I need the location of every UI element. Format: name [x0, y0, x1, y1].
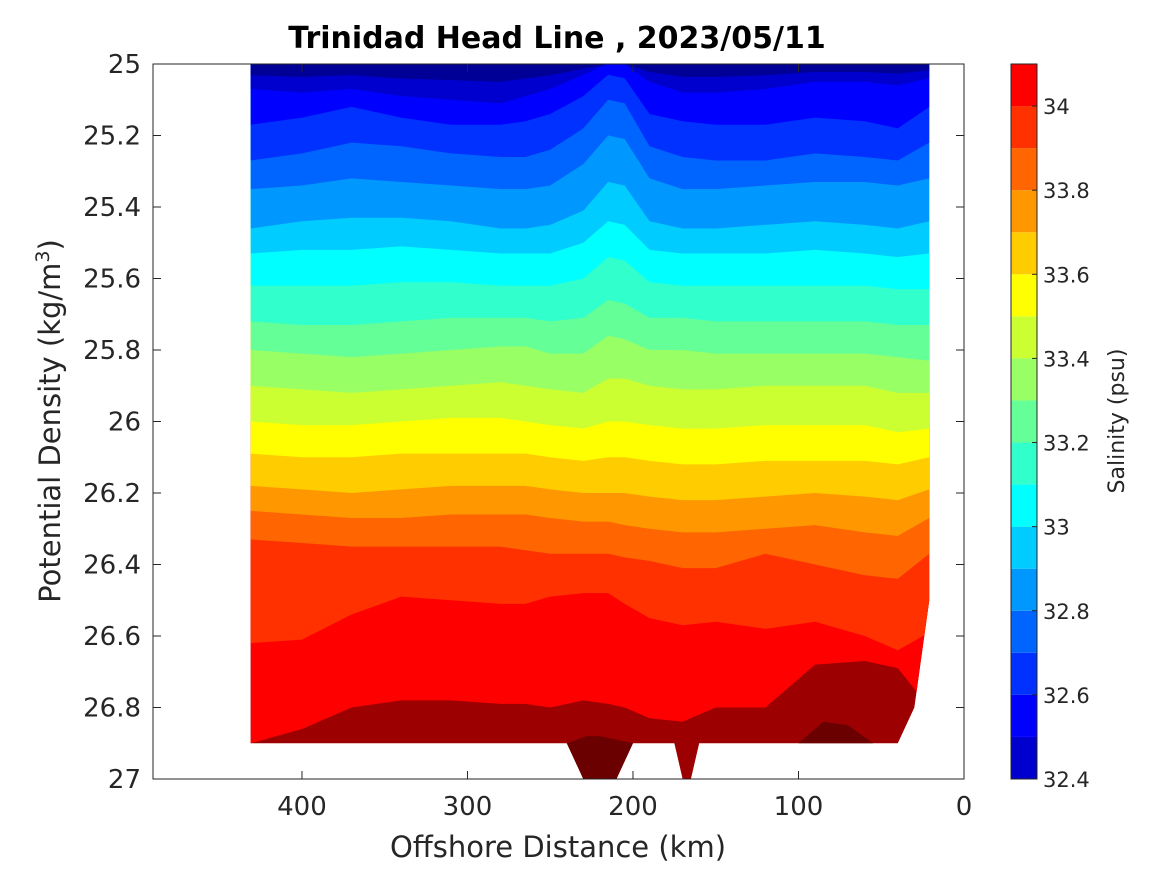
colorbar-tick-label: 34 [1043, 95, 1070, 119]
x-tick-label: 300 [443, 792, 493, 822]
y-axis: 25 25.2 25.4 25.6 25.8 26 26.2 26.4 26.6 26.8 27 [83, 50, 964, 795]
colorbar-swatch [1011, 106, 1037, 149]
chart-title: Trinidad Head Line , 2023/05/11 [288, 21, 825, 56]
colorbar-swatch [1011, 148, 1037, 191]
x-axis: 400 300 200 100 0 [277, 64, 972, 822]
colorbar-tick-label: 33.6 [1043, 263, 1090, 287]
y-tick-label: 26.2 [83, 479, 141, 509]
colorbar-swatch [1011, 652, 1037, 695]
colorbar-tick-label: 32.4 [1043, 768, 1090, 792]
y-tick-label: 27 [108, 765, 141, 795]
y-tick-label: 26.4 [83, 551, 141, 581]
y-axis-label-end: ) [33, 239, 67, 250]
colorbar: 32.4 32.6 32.8 33 33.2 33.4 33.6 33.8 34 [1010, 63, 1090, 792]
colorbar-tick-label: 33.2 [1043, 432, 1090, 456]
colorbar-swatch [1011, 610, 1037, 653]
colorbar-swatch [1011, 484, 1037, 527]
colorbar-swatch [1011, 568, 1037, 611]
y-axis-label: Potential Density (kg/m3) [32, 239, 67, 603]
colorbar-tick-label: 33 [1043, 516, 1070, 540]
x-tick-label: 100 [774, 792, 824, 822]
colorbar-tick-label: 32.8 [1043, 600, 1090, 624]
y-tick-label: 25.8 [83, 336, 141, 366]
x-tick-label: 400 [277, 792, 327, 822]
contour-band-top [250, 64, 930, 82]
y-tick-label: 26 [108, 408, 141, 438]
x-tick-label: 0 [956, 792, 973, 822]
y-tick-label: 25.6 [83, 265, 141, 295]
x-tick-label: 200 [608, 792, 658, 822]
colorbar-swatch [1011, 442, 1037, 485]
colorbar-swatch [1011, 316, 1037, 359]
colorbar-swatch [1011, 274, 1037, 317]
contour-fill [250, 64, 930, 779]
colorbar-swatch [1011, 190, 1037, 233]
y-tick-label: 26.8 [83, 694, 141, 724]
colorbar-swatch [1011, 400, 1037, 443]
x-axis-label: Offshore Distance (km) [390, 830, 726, 864]
colorbar-tick-label: 33.8 [1043, 179, 1090, 203]
y-tick-label: 25.4 [83, 193, 141, 223]
y-tick-label: 26.6 [83, 622, 141, 652]
colorbar-swatch [1011, 64, 1037, 107]
colorbar-swatch [1011, 526, 1037, 569]
colorbar-frame [1010, 63, 1038, 780]
colorbar-label: Salinity (psu) [1105, 349, 1130, 494]
contour-band-core [566, 736, 633, 779]
y-tick-label: 25.2 [83, 122, 141, 152]
colorbar-swatch [1011, 232, 1037, 275]
y-axis-label-main: Potential Density (kg/m [33, 263, 67, 603]
colorbar-swatch [1011, 694, 1037, 737]
y-axis-label-superscript: 3 [32, 250, 54, 262]
y-tick-label: 25 [108, 50, 141, 80]
colorbar-swatch [1011, 736, 1037, 779]
colorbar-swatch [1011, 358, 1037, 401]
colorbar-tick-label: 32.6 [1043, 684, 1090, 708]
colorbar-tick-label: 33.4 [1043, 347, 1090, 371]
